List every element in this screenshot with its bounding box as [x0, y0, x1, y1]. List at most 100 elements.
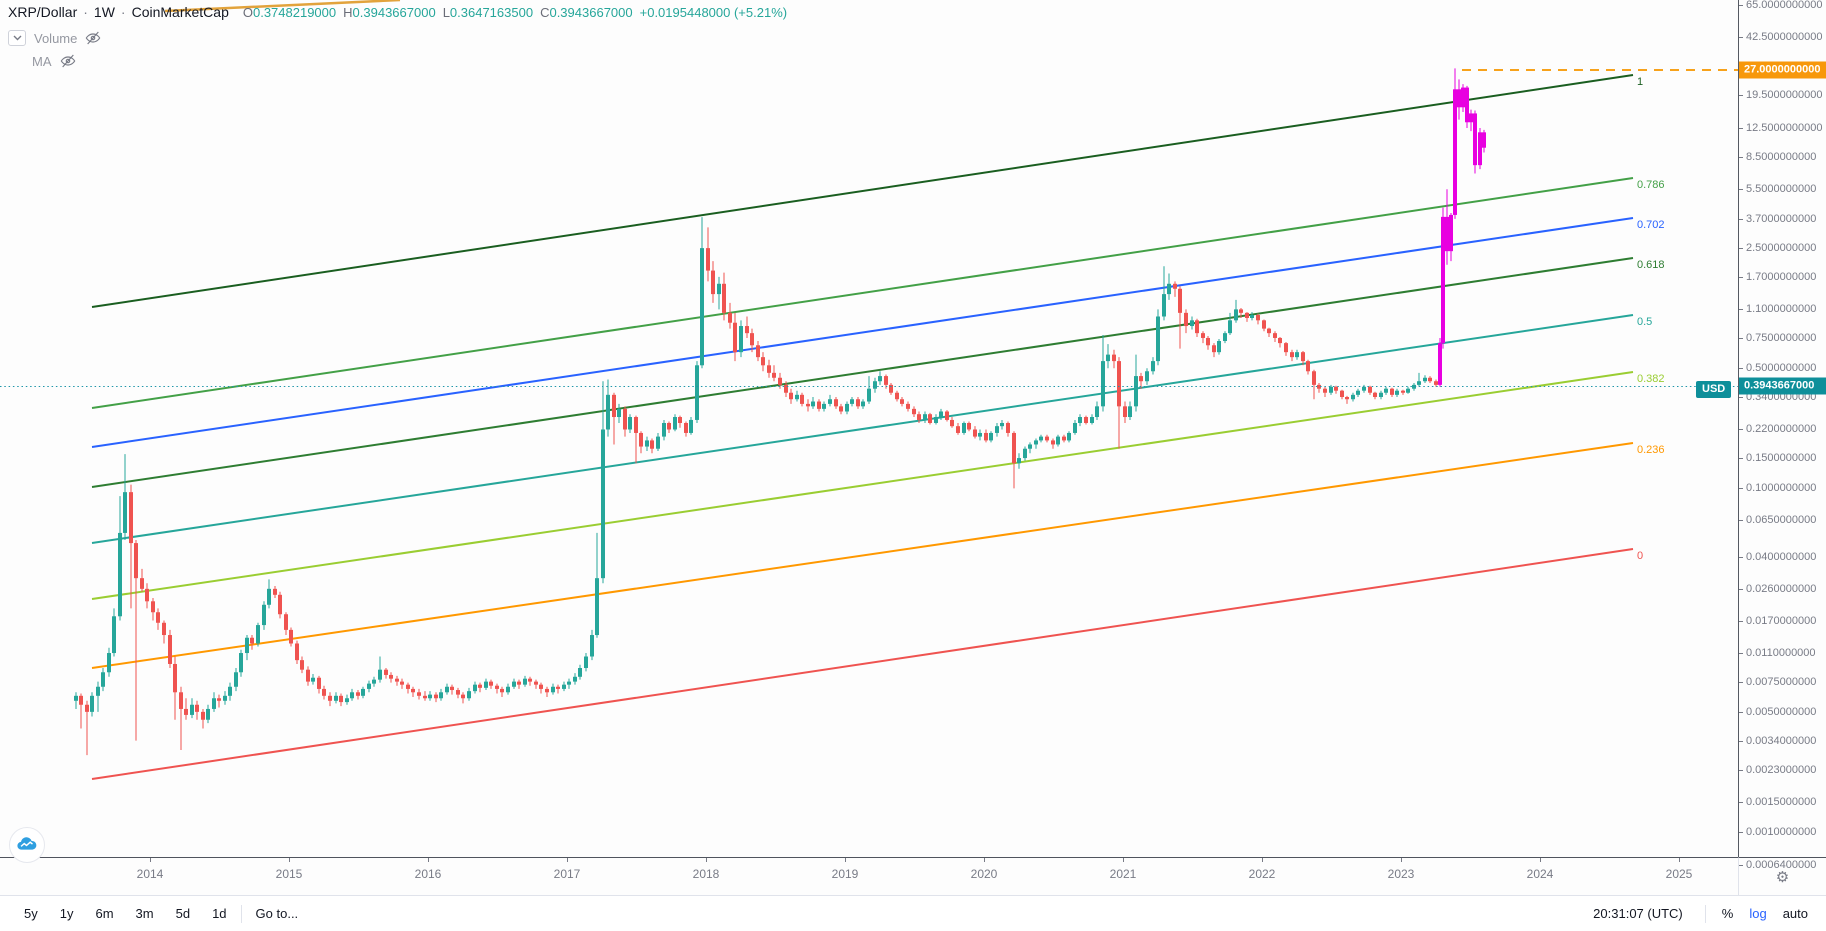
candle	[1000, 422, 1004, 427]
fib-line-0[interactable]	[91, 548, 1634, 780]
fib-line-0.382[interactable]	[91, 371, 1634, 600]
candle	[917, 414, 921, 420]
clock-label[interactable]: 20:31:07 (UTC)	[1593, 906, 1683, 921]
price-tick-label: 0.0050000000	[1746, 705, 1817, 718]
candle	[1351, 394, 1355, 400]
candle	[1417, 381, 1421, 385]
provider-logo[interactable]	[9, 827, 45, 863]
price-tick-mark	[1739, 128, 1743, 129]
volume-indicator-label[interactable]: Volume	[34, 30, 78, 46]
candle	[761, 357, 765, 366]
visibility-off-icon[interactable]	[60, 53, 77, 70]
candle	[1340, 390, 1344, 397]
candle	[623, 408, 627, 430]
price-axis[interactable]: 65.0000000000 42.5000000000 19.5000000000 1…	[1738, 0, 1826, 871]
log-scale-button[interactable]: log	[1749, 906, 1767, 921]
candle	[523, 678, 527, 685]
chart-canvas[interactable]: 1 0.786 0.702 0.618 0.5 0.382 0.236 0	[0, 0, 1738, 857]
year-tick-mark	[706, 858, 707, 862]
price-tick-label: 65.0000000000	[1746, 0, 1823, 11]
candle	[939, 411, 943, 418]
price-tick-mark	[1739, 5, 1743, 6]
candle	[223, 695, 227, 701]
candle	[778, 377, 782, 385]
candle	[906, 403, 910, 409]
candle	[728, 312, 732, 323]
candle	[1106, 354, 1110, 362]
range-button-1y[interactable]: 1y	[59, 906, 74, 921]
candle	[528, 678, 532, 682]
fib-line-0.236[interactable]	[91, 442, 1634, 669]
candle	[967, 422, 971, 430]
range-button-1d[interactable]: 1d	[212, 906, 227, 921]
symbol-name[interactable]: XRP/Dollar	[8, 4, 78, 20]
candle	[1128, 406, 1132, 418]
candle	[461, 694, 465, 699]
trend-line-fragment[interactable]	[164, 0, 401, 13]
price-tick-label: 5.5000000000	[1746, 183, 1817, 196]
chevron-down-icon[interactable]	[8, 30, 26, 46]
candle	[1056, 436, 1060, 445]
year-tick-mark	[289, 858, 290, 862]
fib-line-0.786[interactable]	[91, 177, 1634, 409]
price-tick-mark	[1739, 309, 1743, 310]
symbol-row[interactable]: XRP/Dollar · 1W · CoinMarketCap O0.37482…	[8, 4, 787, 20]
year-label-2016: 2016	[414, 867, 442, 881]
ma-indicator-label[interactable]: MA	[32, 53, 52, 69]
candle	[250, 637, 254, 644]
fib-level-label-0.786: 0.786	[1637, 179, 1665, 191]
candle	[995, 426, 999, 433]
goto-button[interactable]: Go to...	[255, 906, 299, 921]
candle	[350, 692, 354, 699]
fib-line-0.702[interactable]	[91, 217, 1634, 448]
candle	[745, 326, 749, 334]
candle	[1428, 377, 1432, 382]
candlestick-chart[interactable]	[0, 0, 1738, 857]
price-tick-label: 0.0400000000	[1746, 550, 1817, 563]
price-tick-mark	[1739, 520, 1743, 521]
range-button-6m[interactable]: 6m	[95, 906, 114, 921]
candle	[1123, 406, 1127, 418]
year-label-2020: 2020	[970, 867, 998, 881]
candle	[1301, 352, 1305, 362]
fib-line-0.618[interactable]	[91, 257, 1634, 488]
projection-candle	[1473, 113, 1477, 166]
price-tick-mark	[1739, 712, 1743, 713]
range-button-5d[interactable]: 5d	[175, 906, 191, 921]
range-button-3m[interactable]: 3m	[135, 906, 154, 921]
interval-label[interactable]: 1W	[93, 4, 115, 20]
candle	[262, 604, 266, 626]
fib-line-0.5[interactable]	[91, 314, 1634, 544]
candle	[322, 688, 326, 696]
candle	[606, 394, 610, 430]
gear-icon[interactable]: ⚙	[1775, 868, 1790, 886]
candle	[489, 681, 493, 686]
candle	[811, 401, 815, 407]
fib-line-1[interactable]	[91, 74, 1634, 308]
candle	[539, 684, 543, 689]
candle	[584, 656, 588, 669]
candle	[79, 695, 83, 705]
candle	[822, 403, 826, 409]
range-button-5y[interactable]: 5y	[24, 906, 38, 921]
year-label-2017: 2017	[553, 867, 581, 881]
price-tick-mark	[1739, 557, 1743, 558]
candle	[234, 672, 238, 687]
visibility-off-icon[interactable]	[85, 30, 102, 47]
time-axis[interactable]: 2014 2015 2016 2017 2018 2019 2020 2021 2022 2023…	[0, 857, 1738, 895]
price-tick-label: 0.1500000000	[1746, 452, 1817, 465]
fib-level-label-0.618: 0.618	[1637, 259, 1665, 271]
auto-scale-button[interactable]: auto	[1782, 906, 1808, 921]
candle	[772, 372, 776, 378]
candle	[1329, 386, 1333, 393]
candle	[145, 588, 149, 602]
projection-candle	[1465, 87, 1469, 123]
candle	[389, 674, 393, 679]
fib-level-label-0.5: 0.5	[1637, 316, 1653, 328]
candle	[806, 403, 810, 407]
candle	[573, 676, 577, 682]
percent-scale-button[interactable]: %	[1721, 906, 1734, 921]
candle	[551, 686, 555, 693]
candle	[450, 686, 454, 691]
candle	[295, 643, 299, 661]
